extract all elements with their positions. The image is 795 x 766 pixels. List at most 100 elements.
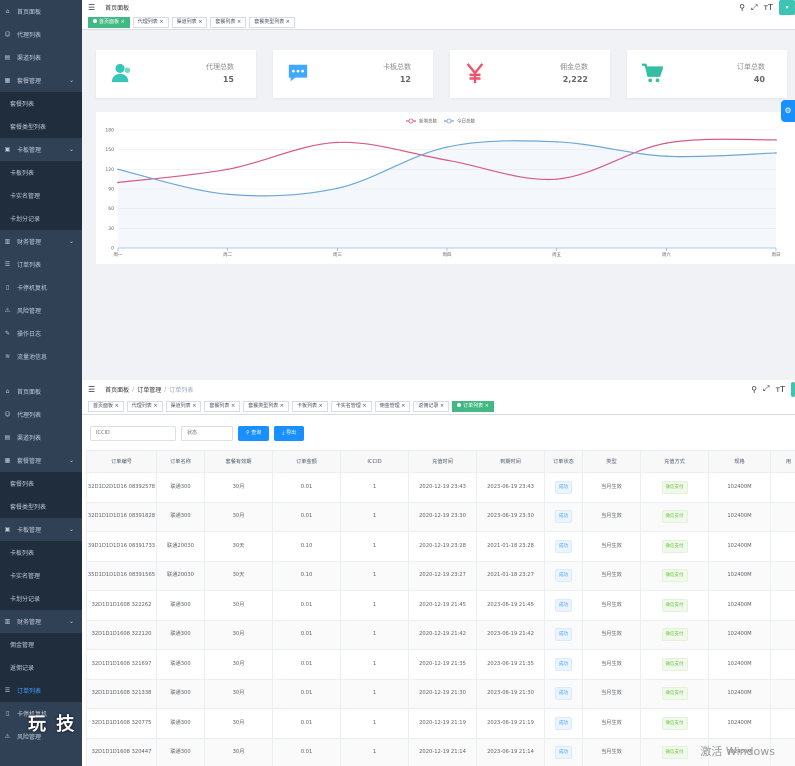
- sidebar-item[interactable]: ▤ 渠道列表: [0, 426, 82, 449]
- column-header[interactable]: 规格: [708, 450, 771, 473]
- sidebar-item[interactable]: ▣ 卡板管理 ⌄: [0, 518, 82, 541]
- sidebar-item[interactable]: ⌂ 首页面板: [0, 380, 82, 403]
- close-icon[interactable]: ×: [229, 402, 236, 409]
- iccid-input[interactable]: [90, 425, 176, 441]
- table-row[interactable]: 32D1D2D1D16 08392578 联通300 30月 0.01 1 2020-12…: [86, 472, 795, 503]
- table-row[interactable]: 32D1D1D1608 320775 联通300 30月 0.01 1 2020-12-1…: [86, 708, 795, 739]
- sidebar-item[interactable]: 套餐类型列表: [0, 495, 82, 518]
- table-row[interactable]: 32D1D1D1608 321697 联通300 30月 0.01 1 2020-12-1…: [86, 649, 795, 680]
- settings-gear-icon[interactable]: ⚙: [781, 100, 795, 122]
- close-icon[interactable]: ×: [284, 18, 290, 25]
- sidebar-item[interactable]: ☰ 订单列表: [0, 679, 82, 702]
- sidebar-item[interactable]: ▯ 卡停机复机: [0, 276, 82, 299]
- sidebar-item[interactable]: ▦ 套餐管理 ⌄: [0, 449, 82, 472]
- sidebar-item[interactable]: 卡实名管理: [0, 564, 82, 587]
- column-header[interactable]: ICCID: [340, 450, 409, 473]
- fullscreen-icon[interactable]: ⤢: [751, 2, 758, 12]
- tag-item[interactable]: 首页面板 ×: [88, 400, 124, 412]
- avatar[interactable]: ▾: [779, 0, 795, 15]
- fullscreen-icon[interactable]: ⤢: [763, 384, 770, 393]
- table-row[interactable]: 32D1D1D1608 320447 联通300 30月 0.01 1 2020-12-1…: [86, 737, 795, 766]
- card-agents[interactable]: 代理总数 15: [96, 50, 256, 98]
- card-orders[interactable]: 订单总数 40: [627, 50, 787, 98]
- close-icon[interactable]: ×: [483, 402, 489, 409]
- column-header[interactable]: 充值方式: [640, 450, 709, 473]
- avatar[interactable]: [791, 381, 795, 397]
- tag-item[interactable]: 代理列表 ×: [132, 16, 169, 28]
- sidebar-item[interactable]: ⚠ 风险管理: [0, 725, 82, 748]
- sidebar-item[interactable]: 套餐列表: [0, 472, 82, 495]
- search-icon[interactable]: ⚲: [739, 3, 746, 12]
- tag-item[interactable]: 卡板列表 ×: [291, 400, 328, 412]
- close-icon[interactable]: ×: [157, 18, 164, 25]
- table-row[interactable]: 32D1D1D1608 321338 联通300 30月 0.01 1 2020-12-1…: [86, 678, 795, 709]
- column-header[interactable]: 类型: [582, 450, 641, 473]
- sidebar-item[interactable]: 套餐列表: [0, 92, 82, 115]
- sidebar-item[interactable]: 卡实名管理: [0, 184, 82, 207]
- column-header[interactable]: 订单名称: [156, 450, 205, 473]
- sidebar-item[interactable]: ☰ 订单列表: [0, 253, 82, 276]
- close-icon[interactable]: ×: [190, 402, 197, 409]
- column-header[interactable]: 订单状态: [544, 450, 583, 473]
- sidebar-item[interactable]: 卡板列表: [0, 541, 82, 564]
- close-icon[interactable]: ×: [113, 402, 119, 409]
- sidebar-item[interactable]: 卡划分记录: [0, 207, 82, 230]
- breadcrumb-item[interactable]: 订单管理: [137, 386, 162, 394]
- breadcrumb-item[interactable]: 首页面板: [105, 5, 130, 12]
- sidebar-item[interactable]: ▥ 财务管理 ⌄: [0, 610, 82, 633]
- tag-item[interactable]: 首页面板 ×: [88, 16, 130, 28]
- card-cards[interactable]: 卡板总数 12: [273, 50, 433, 98]
- search-button[interactable]: ⚲ 查询: [238, 425, 270, 441]
- table-row[interactable]: 35D1D1D1D16 08391565 联通20030 30天 0.10 1 2020-…: [86, 560, 795, 591]
- tag-item[interactable]: 渠道列表 ×: [171, 16, 208, 28]
- card-commission[interactable]: 佣金总数 2,222: [450, 50, 610, 98]
- tag-item[interactable]: 套餐类型列表 ×: [243, 400, 289, 412]
- close-icon[interactable]: ×: [196, 18, 203, 25]
- close-icon[interactable]: ×: [235, 18, 242, 25]
- tag-item[interactable]: 套餐列表 ×: [204, 400, 241, 412]
- table-row[interactable]: 32D1D1D1608 322262 联通300 30月 0.01 1 2020-12-1…: [86, 590, 795, 621]
- column-header[interactable]: 订单编号: [86, 450, 157, 473]
- search-icon[interactable]: ⚲: [751, 384, 758, 394]
- breadcrumb-item[interactable]: 首页面板: [105, 386, 130, 394]
- close-icon[interactable]: ×: [317, 402, 323, 409]
- hamburger-icon[interactable]: ☰: [88, 384, 96, 394]
- column-header[interactable]: 订单金额: [272, 450, 341, 473]
- tag-item[interactable]: 订单列表 ×: [452, 400, 494, 412]
- tag-item[interactable]: 套餐列表 ×: [210, 16, 247, 28]
- column-header[interactable]: 充值时间: [408, 450, 477, 473]
- sidebar-item[interactable]: ▣ 卡板管理 ⌄: [0, 138, 82, 161]
- legend-label[interactable]: 今日总数: [457, 118, 475, 125]
- sidebar-item[interactable]: ▤ 渠道列表: [0, 46, 82, 69]
- status-select[interactable]: [181, 425, 233, 441]
- sidebar-item[interactable]: ▯ 卡停机复机: [0, 702, 82, 725]
- table-row[interactable]: 39D1D1D1D16 08391733 联通20030 30天 0.10 1 2020-…: [86, 531, 795, 562]
- sidebar-item[interactable]: ▦ 套餐管理 ⌄: [0, 69, 82, 92]
- sidebar-item[interactable]: ≋ 流量池信息: [0, 345, 82, 368]
- sidebar-item[interactable]: 卡划分记录: [0, 587, 82, 610]
- export-button[interactable]: ⤓ 导出: [274, 425, 305, 441]
- sidebar-item[interactable]: ⚠ 风险管理: [0, 299, 82, 322]
- close-icon[interactable]: ×: [360, 402, 367, 409]
- legend-label[interactable]: 新增总数: [419, 118, 437, 125]
- sidebar-item[interactable]: 返佣记录: [0, 656, 82, 679]
- sidebar-item[interactable]: 卡板列表: [0, 161, 82, 184]
- close-icon[interactable]: ×: [151, 402, 158, 409]
- column-header[interactable]: 套餐有效期: [204, 450, 273, 473]
- sidebar-item[interactable]: ☺ 代理列表: [0, 403, 82, 426]
- column-header[interactable]: 到期时间: [476, 450, 545, 473]
- close-icon[interactable]: ×: [438, 402, 445, 409]
- table-row[interactable]: 32D1D1D1608 322120 联通300 30月 0.01 1 2020-12-1…: [86, 619, 795, 650]
- tag-item[interactable]: 代理列表 ×: [126, 400, 163, 412]
- hamburger-icon[interactable]: ☰: [88, 3, 96, 12]
- tag-item[interactable]: 套餐类型列表 ×: [249, 16, 295, 28]
- sidebar-item[interactable]: ✎ 操作日志: [0, 322, 82, 345]
- tag-item[interactable]: 返佣记录 ×: [413, 400, 450, 412]
- font-size-icon[interactable]: ᴛT: [775, 384, 785, 394]
- table-row[interactable]: 32D1D1D1D16 08391828 联通300 30月 0.01 1 2020-12…: [86, 501, 795, 532]
- sidebar-item[interactable]: ▥ 财务管理 ⌄: [0, 230, 82, 253]
- tag-item[interactable]: 佣金管理 ×: [374, 400, 411, 412]
- tag-item[interactable]: 卡实名管理 ×: [330, 400, 372, 412]
- tag-item[interactable]: 渠道列表 ×: [165, 400, 202, 412]
- close-icon[interactable]: ×: [399, 402, 406, 409]
